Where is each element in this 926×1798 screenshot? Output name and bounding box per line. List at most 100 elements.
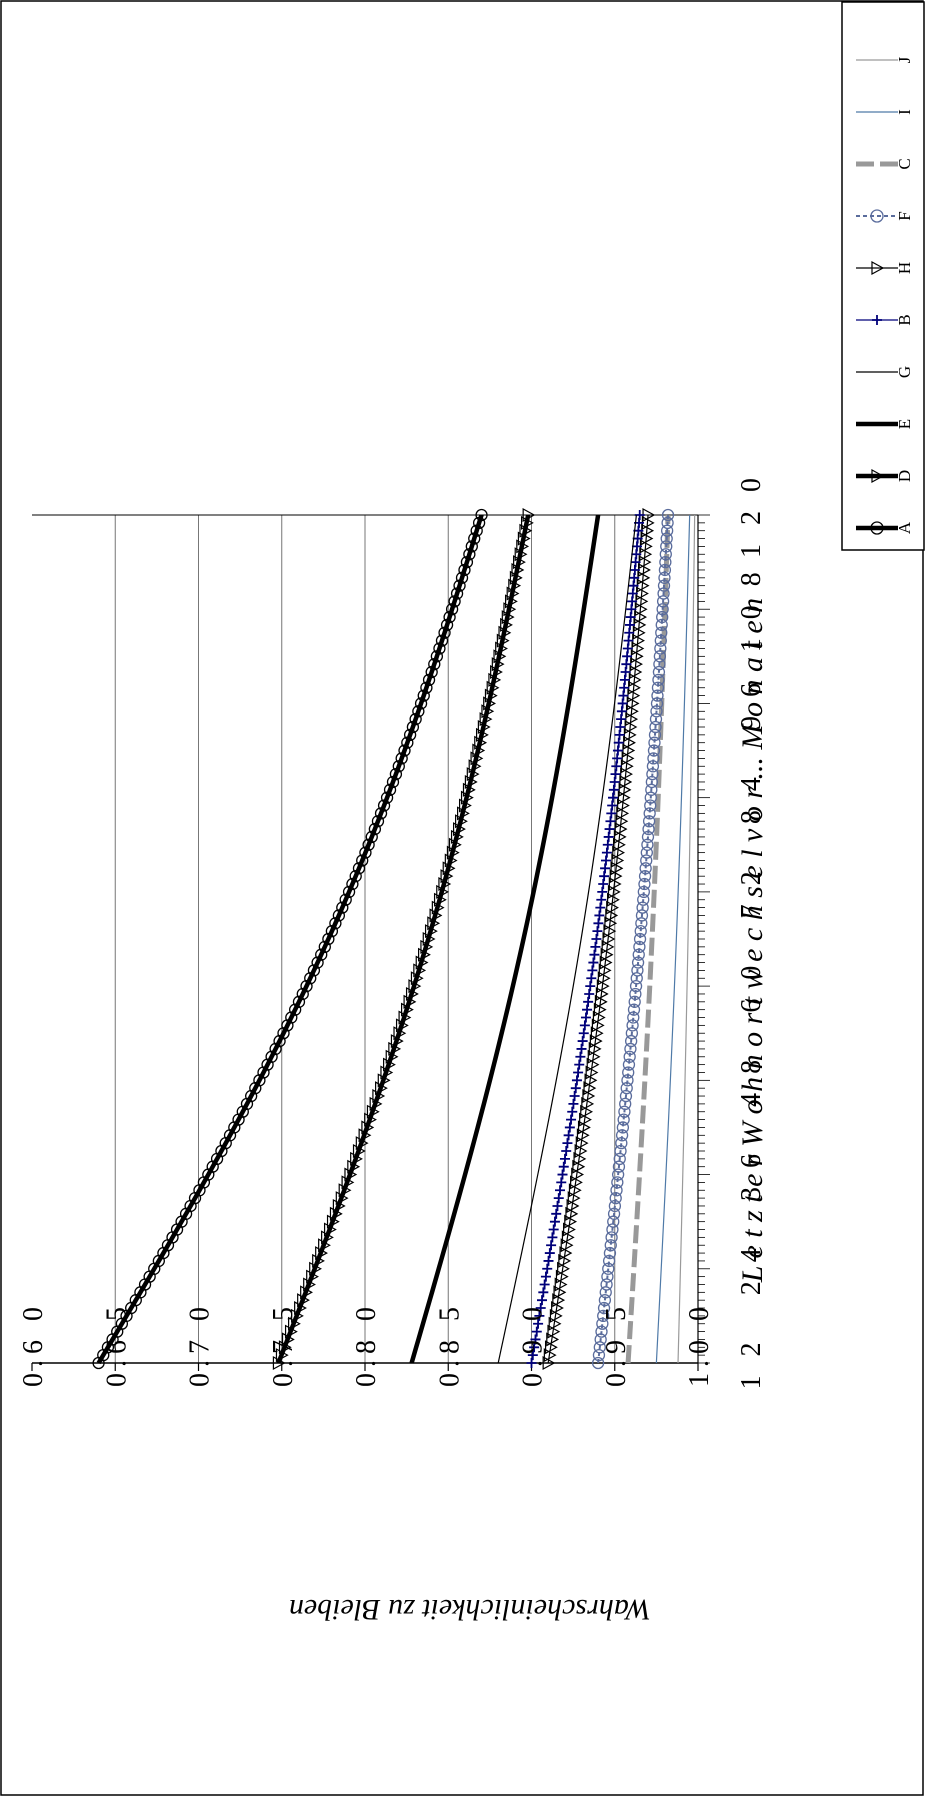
point-A [356,854,369,867]
point-A [374,807,388,820]
point-F [641,830,655,844]
point-H [554,1277,568,1292]
point-A [349,870,362,883]
point-F [596,1317,609,1330]
point-B [549,1216,560,1227]
legend-entry-H: H [856,260,914,276]
point-A [445,603,459,616]
point-B [570,1083,581,1094]
point-H [614,822,628,837]
point-F [612,1160,626,1173]
point-F [607,1215,620,1228]
point-B [559,1153,570,1164]
point-A [352,862,366,875]
point-F [602,1254,616,1268]
series-line-D [276,514,531,1364]
point-F [636,901,649,914]
point-B [586,973,597,984]
point-D [504,594,518,609]
point-F [623,1050,636,1063]
point-H [599,955,613,970]
x-tick-label: 1 2 [736,1337,767,1390]
point-A [322,932,335,946]
point-H [581,1096,595,1111]
y-tick-label: 1.0 0 [684,1301,715,1387]
y-tick-label: 0.6 0 [18,1301,49,1387]
point-A [359,846,372,859]
x-tick-label: 8 4 [736,771,767,824]
point-A [245,1089,258,1103]
point-A [475,508,488,522]
point-F [645,775,659,789]
point-B [594,910,605,921]
point-D [457,806,470,821]
series-G [497,514,637,1364]
point-F [638,877,651,891]
y-tick-label: 0.6 5 [101,1301,132,1387]
point-H [591,1018,605,1033]
point-D [501,610,515,625]
point-H [565,1206,579,1221]
point-H [589,1034,603,1049]
point-D [486,680,500,695]
point-D [444,853,458,868]
point-B [584,988,595,999]
series-line-C [625,514,671,1364]
point-F [627,1003,641,1016]
point-F [624,1034,638,1048]
series-line-B [530,514,641,1364]
point-H [606,900,619,915]
point-F [627,1011,640,1024]
point-D [462,782,476,797]
legend-entry-A: A [856,521,914,535]
point-F [659,548,672,561]
point-F [634,924,647,938]
point-B [543,1255,554,1266]
point-D [448,837,462,852]
point-A [403,728,417,742]
point-D [446,845,460,860]
point-B [538,1287,549,1298]
point-A [450,587,464,600]
point-F [610,1184,623,1197]
series-line-I [655,514,691,1364]
point-D [440,869,454,884]
point-B [539,1279,550,1290]
point-B [548,1224,559,1235]
point-F [660,524,674,537]
point-F [598,1294,612,1307]
point-H [570,1175,583,1190]
legend-entry-B: B [856,314,914,326]
point-A [265,1050,278,1063]
point-B [564,1122,575,1133]
point-H [590,1026,604,1041]
point-D [442,861,456,876]
point-H [560,1238,574,1253]
series-B [526,510,645,1368]
point-A [468,532,481,545]
point-A [240,1097,254,1111]
point-H [582,1089,596,1104]
point-F [657,579,671,592]
point-D [474,735,488,750]
point-A [409,712,422,726]
point-D [460,790,474,805]
point-F [635,917,648,930]
point-B [526,1358,537,1368]
point-B [592,926,603,937]
point-D [468,759,482,774]
point-F [640,846,653,859]
point-F [619,1089,633,1103]
point-F [658,563,672,577]
x-axis-title: L e t z t e r W o h n o r t w e c h s e … [736,598,769,1283]
point-B [542,1263,553,1274]
point-H [617,798,630,813]
legend-label-D: D [895,470,914,482]
point-D [450,829,464,844]
point-B [551,1208,562,1219]
point-D [458,798,472,813]
point-A [422,673,436,687]
point-F [629,979,643,993]
point-B [597,886,608,897]
